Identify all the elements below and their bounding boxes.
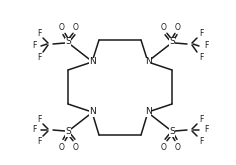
Text: F: F	[199, 52, 203, 62]
Text: N: N	[89, 57, 95, 66]
Text: F: F	[204, 42, 208, 50]
Text: S: S	[65, 128, 71, 136]
Text: O: O	[175, 22, 181, 32]
Text: O: O	[59, 143, 65, 151]
Text: F: F	[37, 115, 41, 123]
Text: F: F	[32, 126, 36, 134]
Text: N: N	[89, 108, 95, 116]
Text: O: O	[161, 143, 167, 151]
Text: S: S	[169, 37, 175, 47]
Text: S: S	[169, 128, 175, 136]
Text: F: F	[199, 136, 203, 146]
Text: F: F	[37, 52, 41, 62]
Text: N: N	[145, 108, 151, 116]
Text: F: F	[199, 115, 203, 123]
Text: O: O	[59, 22, 65, 32]
Text: S: S	[65, 37, 71, 47]
Text: O: O	[73, 143, 79, 151]
Text: F: F	[199, 29, 203, 37]
Text: N: N	[145, 57, 151, 66]
Text: O: O	[175, 143, 181, 151]
Text: F: F	[37, 136, 41, 146]
Text: F: F	[32, 42, 36, 50]
Text: F: F	[37, 29, 41, 37]
Text: F: F	[204, 126, 208, 134]
Text: O: O	[73, 22, 79, 32]
Text: O: O	[161, 22, 167, 32]
